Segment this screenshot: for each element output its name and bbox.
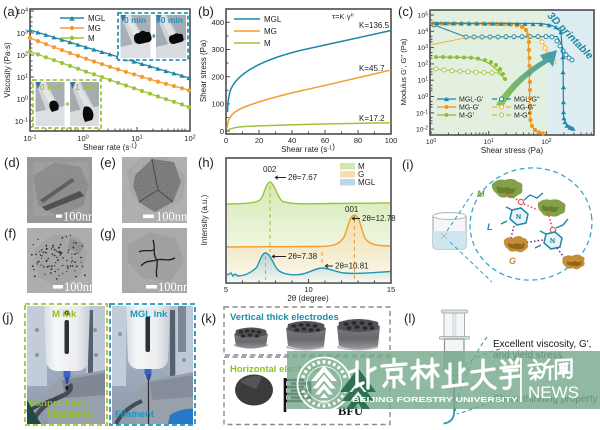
svg-text:MG: MG: [264, 27, 277, 36]
svg-text:K=17.2: K=17.2: [359, 114, 385, 123]
svg-text:100nm: 100nm: [158, 280, 193, 294]
svg-text:102: 102: [541, 138, 552, 146]
svg-text:10: 10: [304, 285, 312, 294]
svg-text:MGL: MGL: [264, 15, 282, 24]
svg-text:10-1: 10-1: [416, 109, 428, 117]
svg-text:100nm: 100nm: [64, 280, 99, 294]
svg-text:10-2: 10-2: [416, 126, 428, 134]
svg-text:0 min: 0 min: [40, 82, 62, 92]
svg-text:M: M: [477, 189, 485, 199]
svg-text:0: 0: [224, 136, 228, 145]
svg-text:Shear stress (Pa): Shear stress (Pa): [481, 146, 544, 155]
svg-text:001: 001: [345, 205, 359, 214]
svg-text:NEWS: NEWS: [528, 383, 579, 402]
svg-text:M: M: [264, 39, 271, 48]
svg-text:Shear rate (s-1): Shear rate (s-1): [83, 141, 137, 153]
svg-text:100nm: 100nm: [156, 210, 191, 224]
svg-text:101: 101: [17, 73, 28, 82]
svg-text:MGL: MGL: [358, 178, 376, 187]
svg-text:200: 200: [211, 72, 224, 81]
svg-text:20: 20: [255, 136, 263, 145]
svg-text:102: 102: [418, 60, 429, 68]
svg-text:1 min: 1 min: [75, 82, 97, 92]
svg-text:103: 103: [418, 44, 429, 52]
svg-text:Vertical thick electrodes: Vertical thick electrodes: [230, 312, 339, 323]
svg-text:MGL: MGL: [88, 14, 106, 23]
svg-text:100: 100: [418, 93, 429, 101]
svg-text:100: 100: [211, 100, 224, 109]
svg-text:101: 101: [131, 134, 142, 143]
svg-text:102: 102: [184, 134, 195, 143]
svg-text:MG: MG: [88, 24, 101, 33]
svg-text:2θ=12.78: 2θ=12.78: [362, 214, 396, 223]
svg-text:5: 5: [224, 285, 228, 294]
svg-text:Excellent viscosity, G',: Excellent viscosity, G',: [493, 339, 591, 350]
svg-text:2θ=10.81: 2θ=10.81: [335, 262, 369, 271]
svg-text:Filament: Filament: [115, 409, 155, 420]
svg-text:MGL-G': MGL-G': [459, 97, 483, 104]
svg-text:K=45.7: K=45.7: [359, 64, 385, 73]
svg-text:K=136.5: K=136.5: [359, 21, 390, 30]
svg-text:Filaments: Filaments: [47, 409, 91, 420]
svg-text:300: 300: [211, 45, 224, 54]
svg-text:002: 002: [263, 165, 277, 174]
svg-text:Shear stress (Pa): Shear stress (Pa): [200, 40, 208, 103]
svg-text:400: 400: [211, 18, 224, 27]
svg-text:100: 100: [385, 136, 398, 145]
svg-text:40: 40: [288, 136, 296, 145]
svg-text:100nm: 100nm: [63, 210, 98, 224]
svg-text:100: 100: [17, 95, 28, 104]
svg-text:MGL ink: MGL ink: [130, 309, 168, 320]
svg-text:L: L: [487, 222, 493, 232]
svg-text:M-G': M-G': [459, 113, 474, 120]
svg-text:MG-G': MG-G': [459, 105, 479, 112]
svg-text:Viscosity (Pa·s): Viscosity (Pa·s): [3, 42, 12, 98]
svg-text:MGL-G'': MGL-G'': [514, 97, 540, 104]
svg-text:M: M: [88, 34, 95, 43]
svg-text:103: 103: [17, 29, 28, 38]
svg-text:100: 100: [77, 134, 88, 143]
svg-text:10-1: 10-1: [23, 134, 36, 143]
svg-text:τ=K·γn: τ=K·γn: [332, 12, 354, 21]
svg-text:2θ=7.38: 2θ=7.38: [288, 252, 318, 261]
svg-text:M ink: M ink: [52, 309, 77, 320]
svg-text:0 min: 0 min: [124, 15, 146, 25]
svg-text:60 min: 60 min: [156, 15, 183, 25]
svg-text:80: 80: [354, 136, 362, 145]
svg-text:100: 100: [426, 138, 437, 146]
svg-text:10-1: 10-1: [15, 117, 28, 126]
svg-text:Horizontal electrodes: Horizontal electrodes: [230, 364, 327, 375]
svg-text:N: N: [516, 214, 521, 221]
svg-text:102: 102: [17, 51, 28, 60]
svg-text:G: G: [509, 256, 516, 266]
svg-text:15: 15: [387, 285, 395, 294]
svg-text:101: 101: [418, 77, 429, 85]
svg-text:MG-G'': MG-G'': [514, 105, 536, 112]
svg-text:BEIJING FORESTRY UNIVERSITY: BEIJING FORESTRY UNIVERSITY: [352, 397, 518, 404]
svg-text:2θ=7.67: 2θ=7.67: [288, 173, 318, 182]
svg-text:104: 104: [17, 7, 28, 16]
svg-text:105: 105: [418, 12, 429, 20]
svg-text:60: 60: [321, 136, 329, 145]
svg-text:1952: 1952: [319, 400, 330, 406]
svg-text:2θ (degree): 2θ (degree): [287, 294, 329, 303]
svg-text:G: G: [358, 170, 364, 179]
svg-text:M: M: [358, 162, 365, 171]
svg-text:101: 101: [484, 138, 495, 146]
svg-text:Shear rate (s-1): Shear rate (s-1): [281, 143, 335, 155]
svg-text:M-G'': M-G'': [514, 113, 530, 120]
svg-text:Modulus G', G'' (Pa): Modulus G', G'' (Pa): [400, 38, 408, 105]
svg-text:N: N: [550, 238, 555, 245]
svg-text:104: 104: [418, 28, 429, 36]
svg-text:Intensity (a.u.): Intensity (a.u.): [200, 194, 209, 245]
svg-text:0: 0: [220, 127, 224, 136]
svg-text:Cannot form: Cannot form: [29, 398, 85, 409]
